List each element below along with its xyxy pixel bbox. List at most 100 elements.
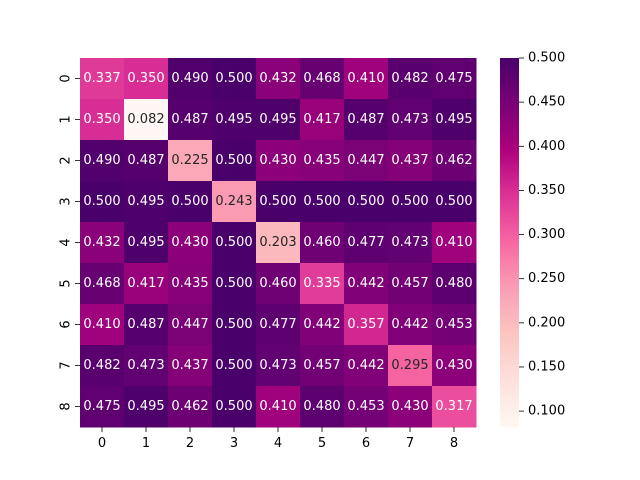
y-tick-label-0: 0 [59,74,74,82]
cell-value-8-4: 0.410 [259,399,296,414]
heatmap-cell-7-4 [256,345,301,387]
cell-value-7-4: 0.473 [259,358,296,373]
cell-value-2-2: 0.225 [171,153,208,168]
cell-value-0-8: 0.475 [435,71,472,86]
cell-value-6-2: 0.447 [171,317,208,332]
y-tick-label-7: 7 [59,361,74,369]
cell-value-7-3: 0.500 [215,358,252,373]
cell-value-3-2: 0.500 [171,194,208,209]
cell-value-6-4: 0.477 [259,317,296,332]
colorbar-tick-label-1: 0.150 [528,359,565,374]
cell-value-6-0: 0.410 [83,317,120,332]
heatmap-cell-3-5 [300,181,345,223]
cell-value-4-3: 0.500 [215,235,252,250]
y-tick-label-8: 8 [59,402,74,410]
heatmap-cell-2-2 [168,140,213,182]
cell-value-0-0: 0.337 [83,71,120,86]
heatmap-cell-1-7 [388,99,433,141]
heatmap-cell-8-3 [212,386,257,428]
heatmap-cell-2-4 [256,140,301,182]
y-tick-label-6: 6 [59,320,74,328]
heatmap-cell-8-5 [300,386,345,428]
cell-value-5-5: 0.335 [303,276,340,291]
heatmap-cell-4-8 [432,222,477,264]
cell-value-7-2: 0.437 [171,358,208,373]
heatmap-cell-2-7 [388,140,433,182]
heatmap-cell-5-3 [212,263,257,305]
heatmap-cell-6-0 [80,304,125,346]
cell-value-4-1: 0.495 [127,235,164,250]
cell-value-8-5: 0.480 [303,399,340,414]
cell-value-0-6: 0.410 [347,71,384,86]
cell-value-8-3: 0.500 [215,399,252,414]
heatmap-cell-4-1 [124,222,169,264]
x-tick-label-6: 6 [362,436,370,451]
heatmap-cell-5-7 [388,263,433,305]
heatmap-cell-4-4 [256,222,301,264]
cell-value-0-4: 0.432 [259,71,296,86]
x-axis: 0 1 2 3 4 5 6 7 8 [98,427,458,451]
heatmap-cell-1-6 [344,99,389,141]
heatmap-cell-8-0 [80,386,125,428]
cell-value-1-3: 0.495 [215,112,252,127]
heatmap-cell-0-3 [212,58,257,100]
heatmap-cell-7-5 [300,345,345,387]
heatmap-cell-0-0 [80,58,125,100]
heatmap-cell-7-1 [124,345,169,387]
y-tick-label-3: 3 [59,197,74,205]
heatmap-cell-3-6 [344,181,389,223]
heatmap-cell-1-8 [432,99,477,141]
colorbar-tick-label-5: 0.350 [528,183,565,198]
heatmap-cell-8-4 [256,386,301,428]
heatmap-cell-6-3 [212,304,257,346]
heatmap-cell-5-8 [432,263,477,305]
heatmap-cell-2-0 [80,140,125,182]
cell-value-3-3: 0.243 [215,194,252,209]
cell-value-7-0: 0.482 [83,358,120,373]
colorbar-tick-label-7: 0.450 [528,95,565,110]
cell-value-2-4: 0.430 [259,153,296,168]
cell-value-3-8: 0.500 [435,194,472,209]
heatmap-cell-6-4 [256,304,301,346]
cell-value-2-7: 0.437 [391,153,428,168]
heatmap-cell-3-1 [124,181,169,223]
y-tick-label-2: 2 [59,156,74,164]
heatmap-cell-4-7 [388,222,433,264]
x-tick-label-0: 0 [98,436,106,451]
cell-value-1-8: 0.495 [435,112,472,127]
cell-value-7-8: 0.430 [435,358,472,373]
cell-value-4-7: 0.473 [391,235,428,250]
cell-value-3-7: 0.500 [391,194,428,209]
colorbar-tick-label-3: 0.250 [528,271,565,286]
heatmap-cell-8-2 [168,386,213,428]
cell-value-8-8: 0.317 [435,399,472,414]
heatmap-cell-3-8 [432,181,477,223]
heatmap-cell-8-7 [388,386,433,428]
colorbar [500,58,519,427]
colorbar-tick-label-0: 0.100 [528,404,565,419]
cell-value-8-1: 0.495 [127,399,164,414]
cell-value-6-5: 0.442 [303,317,340,332]
cell-value-7-7: 0.295 [391,358,428,373]
heatmap-cell-5-6 [344,263,389,305]
cell-value-7-5: 0.457 [303,358,340,373]
cell-value-2-0: 0.490 [83,153,120,168]
cell-value-8-7: 0.430 [391,399,428,414]
heatmap-cell-0-2 [168,58,213,100]
colorbar-tick-label-2: 0.200 [528,315,565,330]
cell-value-6-7: 0.442 [391,317,428,332]
heatmap-cell-5-4 [256,263,301,305]
heatmap-cell-1-2 [168,99,213,141]
cell-value-5-1: 0.417 [127,276,164,291]
heatmap-cell-5-2 [168,263,213,305]
cell-value-5-8: 0.480 [435,276,472,291]
heatmap-cell-5-5 [300,263,345,305]
heatmap-cell-7-2 [168,345,213,387]
x-tick-label-1: 1 [142,436,150,451]
cell-value-5-4: 0.460 [259,276,296,291]
heatmap-cell-3-4 [256,181,301,223]
colorbar-axis: 0.100 0.150 0.200 0.250 0.300 0.350 0.400 0.450… [519,51,565,419]
heatmap-cell-1-1 [124,99,169,141]
cell-value-5-0: 0.468 [83,276,120,291]
x-tick-label-5: 5 [318,436,326,451]
